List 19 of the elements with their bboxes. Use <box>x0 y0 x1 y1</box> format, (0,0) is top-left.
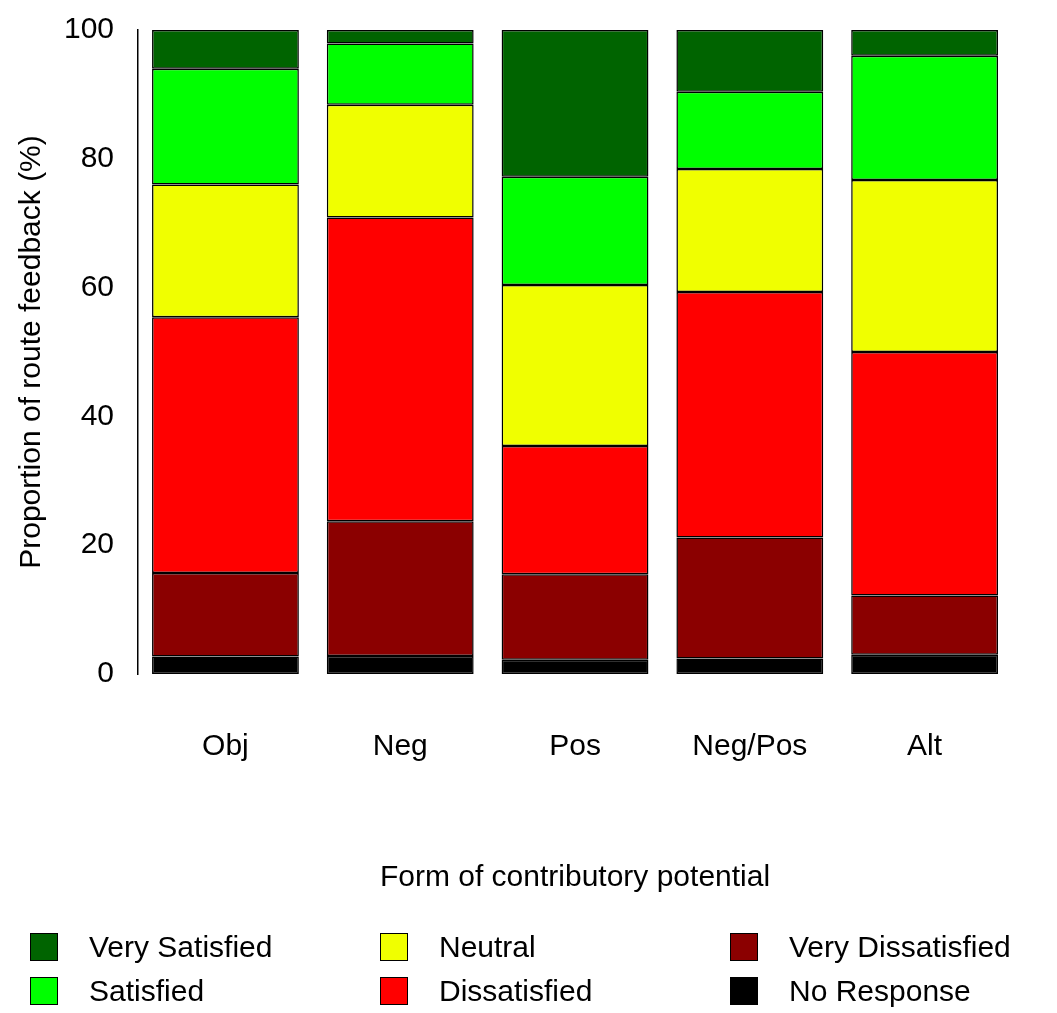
x-tick-label: Pos <box>549 728 601 762</box>
y-tick-label: 0 <box>97 655 115 689</box>
legend-label: Neutral <box>439 930 536 964</box>
x-tick-label: Obj <box>202 728 249 762</box>
legend-label: Very Satisfied <box>89 930 273 964</box>
x-tick-label: Neg <box>372 728 428 762</box>
y-tick-label: 60 <box>80 268 115 302</box>
x-axis-title: Form of contributory potential <box>379 859 771 893</box>
legend-label: Very Dissatisfied <box>789 930 1011 964</box>
x-tick-label: Alt <box>907 728 943 762</box>
x-tick-label: Neg/Pos <box>692 728 808 762</box>
y-axis-title: Proportion of route feedback (%) <box>13 135 47 569</box>
y-tick-label: 40 <box>80 397 115 431</box>
legend-label: No Response <box>789 974 971 1008</box>
y-tick-label: 80 <box>80 140 115 174</box>
y-tick-label: 100 <box>63 11 115 45</box>
legend-label: Dissatisfied <box>439 974 593 1008</box>
legend-label: Satisfied <box>89 974 205 1008</box>
y-tick-label: 20 <box>80 526 115 560</box>
